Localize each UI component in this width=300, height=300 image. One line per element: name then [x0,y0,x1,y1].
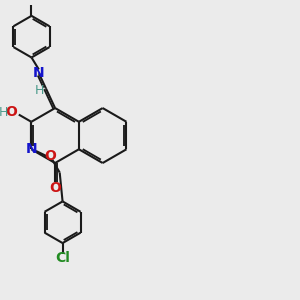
Text: H: H [0,106,8,119]
Text: O: O [5,105,17,119]
Text: O: O [44,149,56,163]
Text: N: N [33,66,45,80]
Text: O: O [49,181,61,195]
Text: Cl: Cl [55,251,70,266]
Text: N: N [26,142,37,156]
Text: H: H [35,84,44,97]
